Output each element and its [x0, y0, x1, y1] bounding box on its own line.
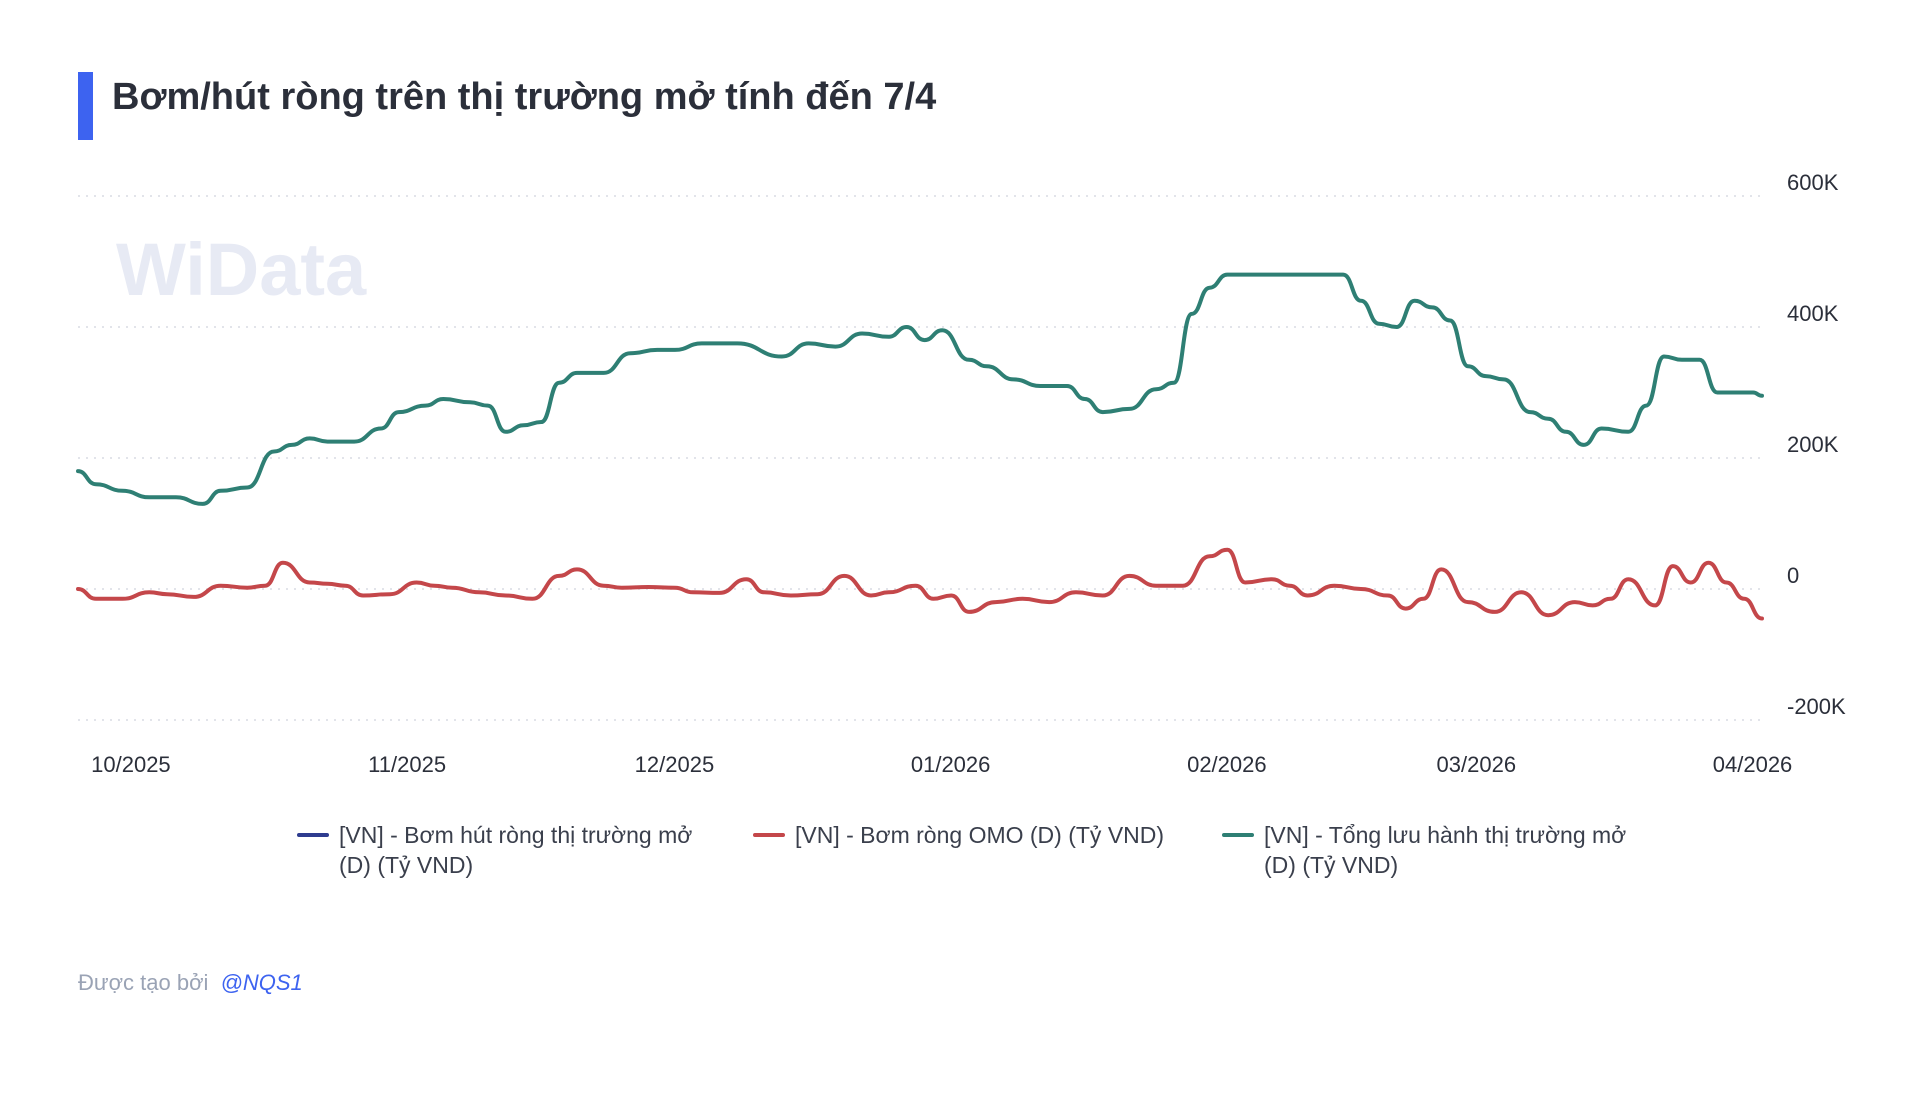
legend-swatch: [753, 833, 785, 837]
legend-item-net-omo[interactable]: [VN] - Bơm ròng OMO (D) (Tỷ VND): [753, 820, 1165, 850]
series-lines: [76, 272, 1764, 621]
x-axis-ticks: 10/2025 11/2025 12/2025 01/2026 02/2026 03/20…: [91, 752, 1792, 777]
x-tick-label: 04/2026: [1713, 752, 1793, 777]
watermark-text: WiData: [116, 228, 367, 311]
x-tick-label: 03/2026: [1437, 752, 1517, 777]
y-tick-label: 400K: [1787, 301, 1839, 326]
legend-item-total-outstanding[interactable]: [VN] - Tổng lưu hành thị trường mở (D) (…: [1222, 820, 1634, 880]
legend-swatch: [1222, 833, 1254, 837]
credit-text: Được tạo bởi: [78, 970, 209, 995]
y-tick-label: 200K: [1787, 432, 1839, 457]
legend: [VN] - Bơm hút ròng thị trường mở (D) (T…: [0, 820, 1920, 900]
x-tick-label: 10/2025: [91, 752, 171, 777]
legend-label: [VN] - Tổng lưu hành thị trường mở (D) (…: [1264, 822, 1627, 878]
series-line-1: [76, 547, 1764, 621]
x-tick-label: 01/2026: [911, 752, 991, 777]
legend-label: [VN] - Bơm ròng OMO (D) (Tỷ VND): [795, 822, 1165, 848]
series-line-2: [76, 272, 1764, 506]
watermark-logo: WiData: [116, 228, 367, 311]
legend-item-net-open-market[interactable]: [VN] - Bơm hút ròng thị trường mở (D) (T…: [297, 820, 709, 880]
y-axis-ticks: 600K 400K 200K 0 -200K: [1787, 170, 1846, 719]
x-tick-label: 02/2026: [1187, 752, 1267, 777]
x-tick-label: 12/2025: [635, 752, 715, 777]
title-accent-bar: [78, 72, 93, 140]
y-tick-label: 0: [1787, 563, 1799, 588]
x-tick-label: 11/2025: [368, 752, 446, 777]
y-tick-label: 600K: [1787, 170, 1839, 195]
legend-label: [VN] - Bơm hút ròng thị trường mở (D) (T…: [339, 822, 693, 878]
y-tick-label: -200K: [1787, 694, 1846, 719]
chart-title: Bơm/hút ròng trên thị trường mở tính đến…: [112, 76, 937, 118]
legend-swatch: [297, 833, 329, 837]
footer-credit: Được tạo bởi @NQS1: [78, 970, 303, 996]
credit-handle-link[interactable]: @NQS1: [220, 970, 303, 995]
